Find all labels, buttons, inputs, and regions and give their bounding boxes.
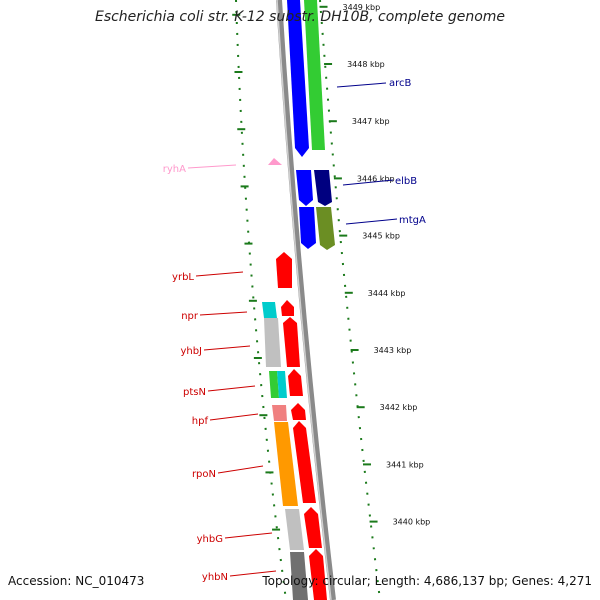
- scale-label-3444: 3444 kbp: [368, 289, 406, 298]
- gene-label-yhbN[interactable]: yhbN: [202, 572, 228, 583]
- gene-label-yhbJ[interactable]: yhbJ: [180, 346, 202, 357]
- leader-mtgA: [345, 218, 398, 225]
- leader-npr: [199, 311, 248, 316]
- gene-label-rpoN[interactable]: rpoN: [192, 469, 216, 480]
- right-dotted-ruler: [319, 0, 381, 600]
- leader-yhbG: [224, 532, 273, 539]
- feature-arcB-cds[interactable]: [304, 0, 325, 150]
- feature-arcB-gene[interactable]: [287, 0, 309, 157]
- right-ruler-major-ticks: [319, 5, 378, 523]
- leader-hpf: [209, 413, 259, 421]
- feature-rpoN-cds[interactable]: [274, 422, 298, 506]
- gene-label-npr[interactable]: npr: [181, 311, 199, 322]
- feature-elbB-cds[interactable]: [314, 170, 332, 206]
- leader-ptsN: [207, 385, 256, 392]
- topology-summary: Topology: circular; Length: 4,686,137 bp…: [262, 574, 592, 588]
- leader-yhbJ: [203, 345, 251, 351]
- left-dotted-ruler: [235, 0, 287, 600]
- genome-backbone: [276, 0, 336, 600]
- leader-yhbN: [229, 570, 277, 577]
- feature-npr-cds[interactable]: [262, 302, 277, 318]
- leader-rpoN: [217, 465, 264, 474]
- feature-yrbL-gene[interactable]: [276, 252, 292, 288]
- leader-elbB: [342, 179, 394, 186]
- feature-yhbN-gene[interactable]: [309, 549, 327, 600]
- feature-hpf-cds[interactable]: [272, 405, 287, 421]
- scale-label-3448: 3448 kbp: [347, 60, 385, 69]
- scale-label-3440: 3440 kbp: [393, 518, 431, 527]
- feature-yhbN-cds[interactable]: [290, 552, 308, 600]
- gene-label-arcB[interactable]: arcB: [389, 78, 412, 89]
- map-title: Escherichia coli str. K-12 substr. DH10B…: [94, 9, 506, 25]
- feature-yhbG-cds[interactable]: [285, 509, 304, 550]
- scale-label-3447: 3447 kbp: [352, 117, 390, 126]
- feature-mtgA-gene[interactable]: [299, 207, 316, 249]
- feature-npr-gene[interactable]: [281, 300, 294, 316]
- feature-yhbJ-gene[interactable]: [283, 317, 300, 367]
- leader-ryhA: [187, 164, 237, 169]
- gene-label-yhbG[interactable]: yhbG: [197, 534, 223, 545]
- gene-label-mtgA[interactable]: mtgA: [399, 215, 426, 226]
- scale-label-3441: 3441 kbp: [386, 460, 424, 469]
- feature-ryhA-rna[interactable]: [268, 158, 282, 165]
- feature-rpoN-gene[interactable]: [293, 421, 316, 503]
- scale-label-3443: 3443 kbp: [374, 346, 412, 355]
- feature-ptsN-gene[interactable]: [288, 369, 303, 396]
- gene-label-ryhA[interactable]: ryhA: [163, 164, 186, 175]
- left-ruler-major-ticks: [232, 13, 281, 531]
- scale-labels: 3449 kbp 3448 kbp 3447 kbp 3446 kbp 3445 kbp…: [343, 3, 431, 527]
- leader-arcB: [336, 82, 387, 88]
- feature-yhbJ-cds[interactable]: [264, 318, 281, 367]
- feature-ptsN-cds[interactable]: [269, 371, 279, 398]
- genome-backbone-highlight: [276, 0, 332, 600]
- gene-label-yrbL[interactable]: yrbL: [172, 272, 194, 283]
- leader-yrbL: [195, 271, 244, 277]
- accession-label: Accession: NC_010473: [8, 574, 145, 588]
- feature-yhbG-gene[interactable]: [304, 507, 322, 548]
- scale-label-3449: 3449 kbp: [343, 3, 381, 12]
- feature-hpf-gene[interactable]: [291, 403, 306, 420]
- scale-label-3445: 3445 kbp: [362, 232, 400, 241]
- gene-label-ptsN[interactable]: ptsN: [183, 387, 206, 398]
- feature-elbB-gene[interactable]: [296, 170, 313, 206]
- feature-mtgA-cds[interactable]: [316, 207, 335, 250]
- scale-label-3442: 3442 kbp: [380, 403, 418, 412]
- gene-label-elbB[interactable]: elbB: [395, 176, 417, 187]
- feature-ptsN-cds-2[interactable]: [277, 371, 287, 398]
- gene-label-hpf[interactable]: hpf: [192, 416, 209, 427]
- scale-label-3446: 3446 kbp: [357, 174, 395, 183]
